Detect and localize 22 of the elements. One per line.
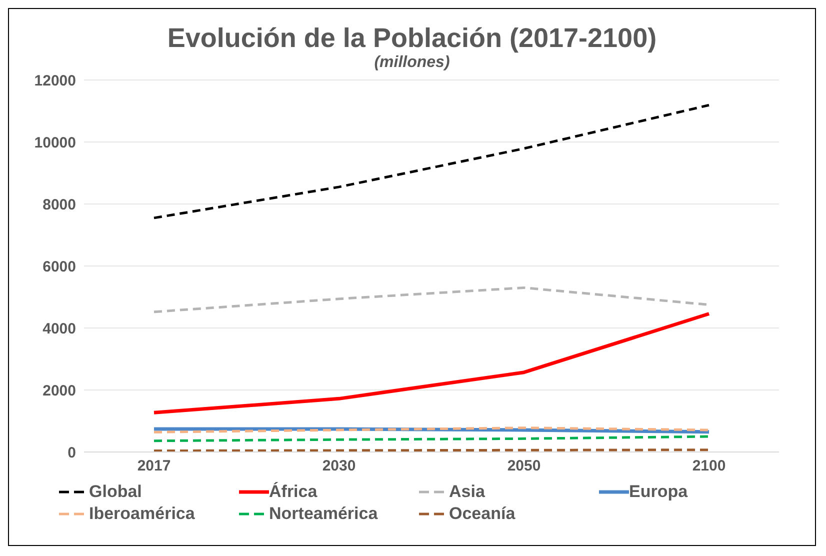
y-tick-label: 10000 — [34, 134, 76, 152]
y-tick-label: 2000 — [42, 382, 76, 400]
legend-label: Norteamérica — [269, 504, 378, 524]
x-tick-label: 2030 — [322, 458, 356, 475]
chart-title: Evolución de la Población (2017-2100) — [166, 23, 658, 54]
legend-label: Global — [89, 482, 142, 502]
legend-label: Asia — [449, 482, 485, 502]
line-series — [152, 104, 710, 220]
x-tick-label: 2050 — [507, 458, 541, 475]
chart-subtitle: (millones) — [373, 54, 451, 72]
y-tick-label: 4000 — [42, 320, 76, 338]
legend-label: África — [269, 482, 318, 502]
y-tick-label: 8000 — [42, 196, 76, 214]
x-tick-label: 2100 — [692, 458, 726, 475]
x-tick-label: 2017 — [137, 458, 171, 475]
y-tick-label: 12000 — [34, 72, 76, 90]
y-tick-label: 6000 — [42, 258, 76, 276]
legend-label: Europa — [629, 482, 688, 502]
legend-label: Iberoamérica — [89, 504, 195, 524]
line-series — [152, 312, 711, 414]
legend-label: Oceanía — [449, 504, 516, 524]
y-tick-label: 0 — [68, 444, 76, 462]
